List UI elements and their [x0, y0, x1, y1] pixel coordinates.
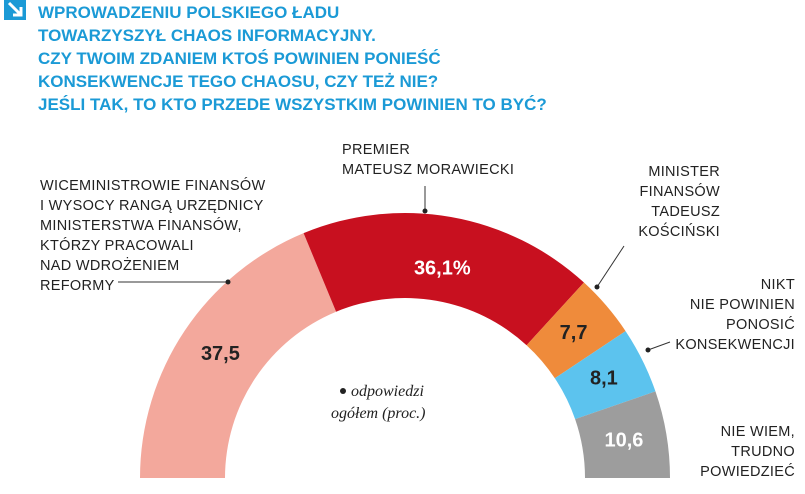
- segment: [140, 233, 337, 478]
- category-label: NIKT: [761, 277, 795, 293]
- chart-title: TOWARZYSZYŁ CHAOS INFORMACYJNY.: [38, 26, 376, 45]
- note: ogółem (proc.): [331, 405, 426, 422]
- value-label: 8,1: [590, 368, 618, 390]
- category-label: KOŚCIŃSKI: [638, 222, 720, 240]
- category-label: PONOSIĆ: [726, 316, 795, 333]
- chart-title: KONSEKWENCJE TEGO CHAOSU, CZY TEŻ NIE?: [38, 72, 438, 91]
- segment: [575, 391, 670, 478]
- segment: [554, 331, 656, 420]
- category-label: I WYSOCY RANGĄ URZĘDNICY: [40, 198, 264, 214]
- value-label: 36,1%: [414, 258, 471, 280]
- chart-title: CZY TWOIM ZDANIEM KTOŚ POWINIEN PONIEŚĆ: [38, 49, 441, 68]
- leader-dot: [422, 208, 428, 214]
- category-label: MINISTERSTWA FINANSÓW,: [40, 217, 242, 234]
- chart-title: JEŚLI TAK, TO KTO PRZEDE WSZYSTKIM POWIN…: [38, 95, 547, 114]
- note-bullet: [340, 388, 346, 394]
- category-label: REFORMY: [40, 278, 115, 294]
- leader-dot: [645, 347, 651, 353]
- value-label: 10,6: [604, 429, 643, 451]
- leader-line: [596, 245, 625, 288]
- category-label: FINANSÓW: [639, 183, 720, 200]
- value-label: 37,5: [201, 343, 240, 365]
- value-label: 7,7: [560, 322, 588, 344]
- category-label: WICEMINISTROWIE FINANSÓW: [40, 177, 266, 194]
- leader-line: [647, 341, 671, 351]
- note: odpowiedzi: [351, 383, 424, 400]
- segment: [303, 213, 584, 346]
- category-label: TRUDNO: [731, 444, 795, 460]
- category-label: NAD WDROŻENIEM: [40, 256, 180, 274]
- category-label: MINISTER: [648, 164, 720, 180]
- category-label: TADEUSZ: [651, 204, 720, 220]
- corner-arrow: [4, 0, 26, 20]
- category-label: NIE WIEM,: [721, 424, 795, 440]
- segment: [526, 282, 626, 379]
- category-label: KONSEKWENCJI: [675, 337, 795, 353]
- category-label: MATEUSZ MORAWIECKI: [342, 162, 514, 178]
- leader-dot: [594, 284, 600, 290]
- category-label: KTÓRZY PRACOWALI: [40, 237, 194, 254]
- category-label: NIE POWINIEN: [690, 297, 795, 313]
- category-label: POWIEDZIEĆ: [700, 463, 795, 480]
- chart-title: WPROWADZENIU POLSKIEGO ŁADU: [38, 3, 339, 22]
- category-label: PREMIER: [342, 142, 410, 158]
- leader-dot: [225, 279, 231, 285]
